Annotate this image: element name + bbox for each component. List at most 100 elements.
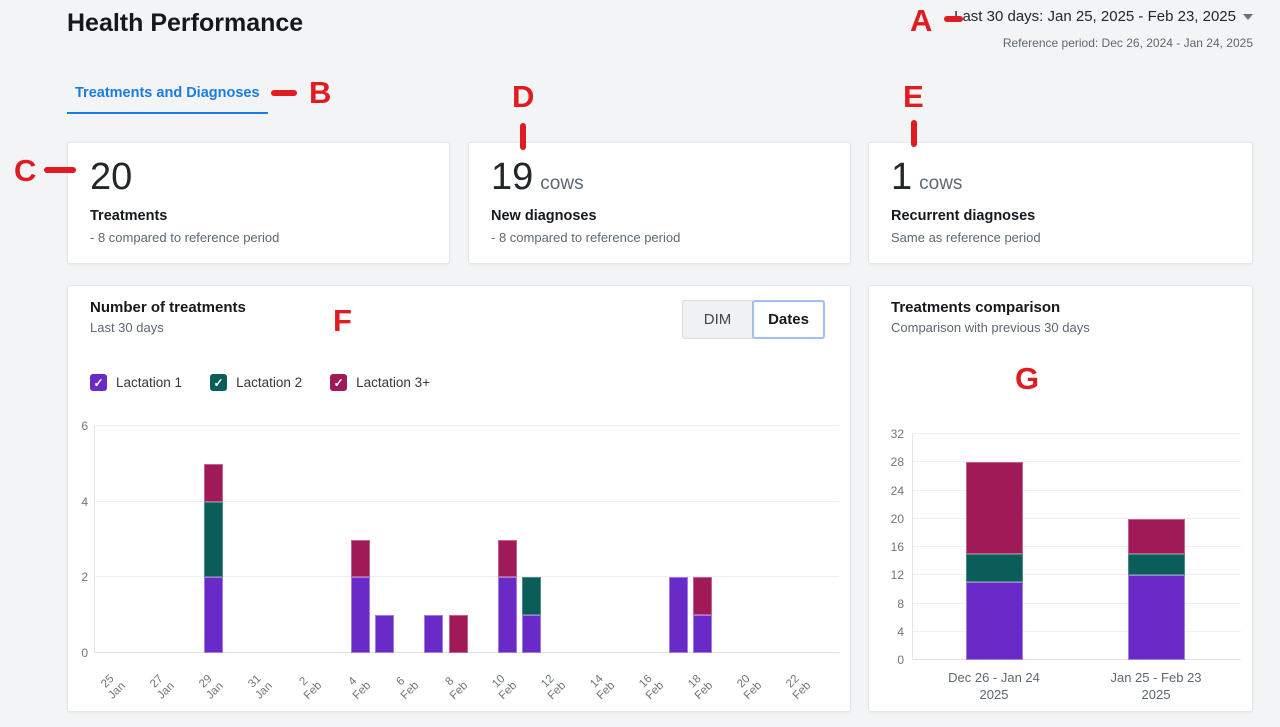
annotation-letter-C: C <box>14 153 37 188</box>
x-axis-tick-label: 18 Feb <box>685 672 716 703</box>
lactation-legend: ✓ Lactation 1 ✓ Lactation 2 ✓ Lactation … <box>90 374 430 391</box>
y-axis-tick-label: 32 <box>890 427 904 441</box>
y-axis-tick-label: 12 <box>890 568 904 583</box>
treatments-label: Treatments <box>90 207 168 224</box>
y-axis-tick-label: 4 <box>81 494 88 509</box>
bar-segment <box>1127 518 1185 555</box>
period-selector[interactable]: Last 30 days: Jan 25, 2025 - Feb 23, 202… <box>954 8 1253 25</box>
treatments-comparison-text: - 8 compared to reference period <box>90 229 280 245</box>
y-axis-tick-label: 20 <box>890 511 904 526</box>
x-axis-tick-label: 25 Jan <box>99 672 128 702</box>
treatments-value: 20 <box>90 156 133 198</box>
x-axis-tick-label: 31 Jan <box>245 672 275 702</box>
x-axis-tick-label: 27 Jan <box>147 672 177 702</box>
bar-segment <box>497 539 517 578</box>
y-axis-tick-label: 28 <box>890 455 904 470</box>
treatments-chart-title: Number of treatments <box>90 299 246 316</box>
legend-item-lactation-1[interactable]: ✓ Lactation 1 <box>90 374 182 391</box>
bar-segment <box>204 501 224 578</box>
recurrent-diagnoses-value: 1 <box>891 156 913 198</box>
legend-label: Lactation 2 <box>236 375 303 390</box>
new-diagnoses-comparison-text: - 8 compared to reference period <box>491 229 681 245</box>
y-axis-line <box>912 434 913 660</box>
treatments-chart-subtitle: Last 30 days <box>90 320 164 335</box>
legend-label: Lactation 1 <box>116 375 183 390</box>
bar-segment <box>204 463 224 502</box>
annotation-letter-B: B <box>309 75 332 110</box>
x-axis-tick-label: 20 Feb <box>734 672 764 703</box>
bar-segment <box>1127 554 1185 576</box>
x-axis-tick-label: 10 Feb <box>490 672 520 703</box>
bar-segment <box>965 554 1023 583</box>
x-axis-tick-label: 16 Feb <box>636 672 667 703</box>
checkbox-checked-icon: ✓ <box>210 374 228 391</box>
bar-segment <box>693 577 713 616</box>
new-diagnoses-label: New diagnoses <box>491 207 597 224</box>
gridline <box>912 517 1241 519</box>
legend-label: Lactation 3+ <box>356 375 431 390</box>
gridline <box>912 461 1241 463</box>
x-axis-tick-label: 22 Feb <box>783 672 813 703</box>
bar-segment <box>522 615 542 653</box>
x-axis-category-label: Jan 25 - Feb 23 2025 <box>1110 670 1202 702</box>
gridline <box>94 425 839 426</box>
bar-segment <box>448 615 468 653</box>
gridline <box>912 546 1241 547</box>
gridline <box>912 574 1241 576</box>
number-of-treatments-chart-card: Number of treatments Last 30 days DIM Da… <box>67 285 851 712</box>
gridline <box>912 602 1241 604</box>
recurrent-diagnoses-label: Recurrent diagnoses <box>891 207 1036 224</box>
y-axis-tick-label: 16 <box>890 540 904 554</box>
x-axis-category-label: Dec 26 - Jan 24 2025 <box>948 670 1040 702</box>
bar-segment <box>668 577 688 653</box>
bar-segment <box>351 539 370 578</box>
dim-dates-toggle: DIM Dates <box>682 300 825 339</box>
gridline <box>912 659 1241 660</box>
annotation-dash-E <box>911 120 917 147</box>
x-axis-tick-label: 2 Feb <box>296 675 324 703</box>
legend-item-lactation-2[interactable]: ✓ Lactation 2 <box>210 374 302 391</box>
number-of-treatments-plot: 0 2 4 6 25 Jan 27 Jan 29 Jan 31 Jan 2 Feb 4 Feb 6 Feb 8 Feb… <box>81 419 839 702</box>
tab-treatments-and-diagnoses[interactable]: Treatments and Diagnoses <box>67 84 268 114</box>
annotation-letter-F: F <box>333 303 352 338</box>
bar-segment <box>965 462 1023 555</box>
new-diagnoses-value: 19 <box>491 156 534 198</box>
y-axis-tick-label: 8 <box>897 596 904 611</box>
checkbox-checked-icon: ✓ <box>330 374 348 391</box>
x-axis-tick-label: 29 Jan <box>196 672 226 702</box>
x-axis-tick-label: 8 Feb <box>443 675 471 703</box>
dim-toggle-button[interactable]: DIM <box>682 300 753 339</box>
bar-segment <box>693 615 713 653</box>
bar-segment <box>375 615 395 653</box>
bar-segment <box>1127 575 1185 660</box>
x-axis-tick-label: 14 Feb <box>588 672 618 703</box>
gridline <box>912 630 1241 632</box>
gridline <box>912 489 1241 491</box>
bar-segment <box>204 577 224 653</box>
y-axis-tick-label: 4 <box>897 624 904 639</box>
gridline <box>912 433 1241 434</box>
y-axis-tick-label: 0 <box>897 653 904 667</box>
y-axis-tick-label: 2 <box>81 570 88 585</box>
chevron-down-icon <box>1243 13 1253 20</box>
annotation-letter-G: G <box>1015 361 1040 396</box>
comparison-chart-subtitle: Comparison with previous 30 days <box>891 320 1090 335</box>
annotation-dash-B <box>271 90 297 96</box>
y-axis-tick-label: 24 <box>890 483 904 498</box>
x-axis-tick-label: 4 Feb <box>345 675 373 703</box>
y-axis-tick-label: 6 <box>81 419 88 433</box>
stat-card-recurrent-diagnoses: 1 cows Recurrent diagnoses Same as refere… <box>868 142 1253 264</box>
annotation-dash-C <box>44 167 76 173</box>
dates-toggle-button[interactable]: Dates <box>752 300 825 339</box>
tab-label: Treatments and Diagnoses <box>75 85 260 101</box>
stat-card-treatments: 20 Treatments - 8 compared to reference … <box>67 142 450 264</box>
annotation-dash-D <box>520 123 526 150</box>
treatments-comparison-plot: 0 4 8 12 16 20 24 28 32 Dec 26 - Jan 24 2025 Jan 25… <box>891 427 1241 702</box>
comparison-chart-title: Treatments comparison <box>891 299 1061 316</box>
bar-segment <box>424 615 444 653</box>
bar-segment <box>497 577 517 653</box>
legend-item-lactation-3plus[interactable]: ✓ Lactation 3+ <box>330 374 430 391</box>
recurrent-diagnoses-comparison-text: Same as reference period <box>891 229 1041 245</box>
bar-segment <box>965 582 1023 660</box>
